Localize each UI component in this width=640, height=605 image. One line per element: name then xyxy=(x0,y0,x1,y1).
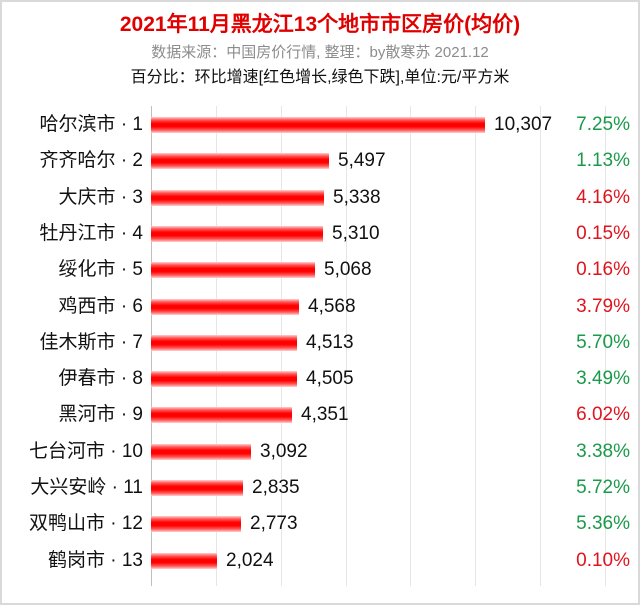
bar xyxy=(151,480,243,496)
category-label: 双鸭山市 · 12 xyxy=(28,513,143,535)
bar-row: 鹤岗市 · 13 2,024 0.10% xyxy=(0,543,640,579)
gridline xyxy=(605,106,606,586)
mom-change-label: 4.16% xyxy=(576,186,630,208)
category-label: 哈尔滨市 · 1 xyxy=(39,114,143,135)
chart-annotation: 百分比：环比增速[红色增长,绿色下跌],单位:元/平方米 xyxy=(130,69,510,86)
value-label: 4,513 xyxy=(306,331,354,353)
category-label: 绥化市 · 5 xyxy=(58,259,143,281)
category-label: 牡丹江市 · 4 xyxy=(39,222,143,244)
bar xyxy=(151,407,292,424)
bar-row: 双鸭山市 · 12 2,773 5.36% xyxy=(0,506,640,542)
value-label: 5,310 xyxy=(332,222,380,244)
value-label: 10,307 xyxy=(494,114,553,135)
bar-row: 伊春市 · 8 4,505 3.49% xyxy=(0,361,640,397)
chart-source: 数据来源：中国房价行情, 整理：by散寒苏 2021.12 xyxy=(151,44,489,61)
category-label: 大兴安岭 · 11 xyxy=(30,477,143,498)
category-label: 鹤岗市 · 13 xyxy=(47,549,143,571)
gridline xyxy=(540,106,541,586)
bar xyxy=(151,189,324,206)
value-label: 4,351 xyxy=(301,404,349,426)
mom-change-label: 5.36% xyxy=(576,513,630,535)
bar xyxy=(151,334,297,351)
mom-change-label: 6.02% xyxy=(576,404,630,426)
bar-row: 齐齐哈尔 · 2 5,497 1.13% xyxy=(0,143,640,179)
mom-change-label: 3.49% xyxy=(576,368,630,390)
bar xyxy=(151,225,323,242)
category-label: 鸡西市 · 6 xyxy=(58,295,143,317)
category-label: 七台河市 · 10 xyxy=(28,440,143,462)
bar xyxy=(151,262,315,279)
mom-change-label: 0.10% xyxy=(576,549,630,571)
category-label: 黑河市 · 9 xyxy=(58,404,143,426)
chart-title: 2021年11月黑龙江13个地市市区房价(均价) xyxy=(119,13,521,36)
value-label: 2,835 xyxy=(252,477,300,498)
value-label: 2,773 xyxy=(250,513,298,535)
bar-row: 哈尔滨市 · 1 10,307 7.25% xyxy=(0,107,640,143)
mom-change-label: 3.79% xyxy=(576,295,630,317)
bar xyxy=(151,552,217,569)
value-label: 5,497 xyxy=(338,150,386,172)
bar xyxy=(151,516,241,533)
bar-row: 佳木斯市 · 7 4,513 5.70% xyxy=(0,325,640,361)
bar xyxy=(151,298,299,315)
bar xyxy=(151,371,297,388)
mom-change-label: 7.25% xyxy=(576,114,630,135)
mom-change-label: 5.72% xyxy=(576,477,630,498)
category-label: 齐齐哈尔 · 2 xyxy=(39,150,143,172)
bar xyxy=(151,117,485,133)
mom-change-label: 0.15% xyxy=(576,222,630,244)
bar-row: 鸡西市 · 6 4,568 3.79% xyxy=(0,289,640,325)
category-label: 佳木斯市 · 7 xyxy=(39,331,143,353)
bar-row: 牡丹江市 · 4 5,310 0.15% xyxy=(0,216,640,252)
bar-row: 大兴安岭 · 11 2,835 5.72% xyxy=(0,470,640,506)
bar xyxy=(151,443,251,460)
mom-change-label: 0.16% xyxy=(576,259,630,281)
mom-change-label: 5.70% xyxy=(576,331,630,353)
gridline xyxy=(410,106,411,586)
value-label: 3,092 xyxy=(260,440,308,462)
category-label: 伊春市 · 8 xyxy=(58,368,143,390)
gridline xyxy=(346,106,347,586)
gridline xyxy=(475,106,476,586)
value-label: 2,024 xyxy=(226,549,274,571)
value-label: 4,505 xyxy=(306,368,354,390)
bar-row: 黑河市 · 9 4,351 6.02% xyxy=(0,397,640,433)
mom-change-label: 3.38% xyxy=(576,440,630,462)
mom-change-label: 1.13% xyxy=(576,150,630,172)
value-label: 5,338 xyxy=(333,186,381,208)
bar-row: 大庆市 · 3 5,338 4.16% xyxy=(0,180,640,216)
category-label: 大庆市 · 3 xyxy=(58,186,143,208)
bar-row: 七台河市 · 10 3,092 3.38% xyxy=(0,434,640,470)
value-label: 4,568 xyxy=(308,295,356,317)
bar-row: 绥化市 · 5 5,068 0.16% xyxy=(0,252,640,288)
bar xyxy=(151,153,329,170)
value-label: 5,068 xyxy=(324,259,372,281)
